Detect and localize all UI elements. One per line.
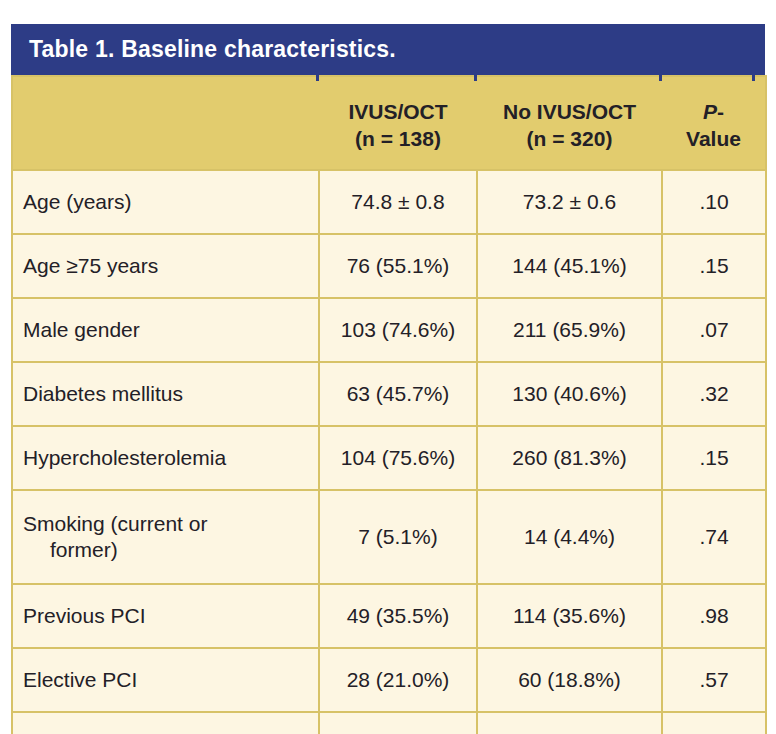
row-label: Age ≥75 years [12,234,319,298]
no-ivus-value: 211 (65.9%) [477,298,662,362]
no-ivus-value: 14 (4.4%) [477,490,662,584]
no-ivus-value: 51.4 ± 0.7 [477,712,662,734]
p-value-dash: - [717,100,724,123]
table-row: Ejection fraction (%) 53.0 ± 0.8 51.4 ± … [12,712,766,734]
table-row: Male gender 103 (74.6%) 211 (65.9%) .07 [12,298,766,362]
row-label: Male gender [12,298,319,362]
table-title: Table 1. Baseline characteristics. [29,36,396,63]
header-row: IVUS/OCT (n = 138) No IVUS/OCT (n = 320)… [12,76,766,170]
ivus-value: 63 (45.7%) [319,362,477,426]
table-row: Previous PCI 49 (35.5%) 114 (35.6%) .98 [12,584,766,648]
p-value: .32 [662,362,766,426]
no-ivus-value: 144 (45.1%) [477,234,662,298]
ivus-value: 103 (74.6%) [319,298,477,362]
ivus-value: 28 (21.0%) [319,648,477,712]
column-border-tick [474,75,477,81]
p-value: .15 [662,426,766,490]
row-label: Hypercholesterolemia [12,426,319,490]
p-value: .15 [662,234,766,298]
table-row: Hypercholesterolemia 104 (75.6%) 260 (81… [12,426,766,490]
p-value: .07 [662,298,766,362]
row-label: Ejection fraction (%) [12,712,319,734]
row-label: Previous PCI [12,584,319,648]
column-border-tick [316,75,319,81]
p-value: .16 [662,712,766,734]
header-cell-pvalue: P- Value [662,76,766,170]
p-value-line2: Value [686,127,741,150]
table-row: Elective PCI 28 (21.0%) 60 (18.8%) .57 [12,648,766,712]
row-label: Age (years) [12,170,319,234]
ivus-value: 49 (35.5%) [319,584,477,648]
no-ivus-value: 260 (81.3%) [477,426,662,490]
table-row: Age (years) 74.8 ± 0.8 73.2 ± 0.6 .10 [12,170,766,234]
no-ivus-value: 73.2 ± 0.6 [477,170,662,234]
column-border-tick [752,75,755,81]
ivus-value: 53.0 ± 0.8 [319,712,477,734]
p-value: .10 [662,170,766,234]
header-cell-ivus: IVUS/OCT (n = 138) [319,76,477,170]
p-value: .74 [662,490,766,584]
ivus-value: 7 (5.1%) [319,490,477,584]
ivus-value: 74.8 ± 0.8 [319,170,477,234]
page: Table 1. Baseline characteristics. IVUS/… [0,0,776,734]
baseline-characteristics-table: Table 1. Baseline characteristics. IVUS/… [11,24,765,734]
p-value-italic-p: P [703,100,717,123]
table-title-bar: Table 1. Baseline characteristics. [11,24,765,75]
no-ivus-value: 130 (40.6%) [477,362,662,426]
row-label: Elective PCI [12,648,319,712]
header-cell-no-ivus: No IVUS/OCT (n = 320) [477,76,662,170]
table-row: Smoking (current or former) 7 (5.1%) 14 … [12,490,766,584]
column-border-tick [659,75,662,81]
ivus-value: 76 (55.1%) [319,234,477,298]
no-ivus-value: 60 (18.8%) [477,648,662,712]
p-value: .57 [662,648,766,712]
table-row: Age ≥75 years 76 (55.1%) 144 (45.1%) .15 [12,234,766,298]
ivus-value: 104 (75.6%) [319,426,477,490]
p-value: .98 [662,584,766,648]
no-ivus-value: 114 (35.6%) [477,584,662,648]
data-table: IVUS/OCT (n = 138) No IVUS/OCT (n = 320)… [11,75,767,734]
row-label: Diabetes mellitus [12,362,319,426]
header-cell-empty [12,76,319,170]
table-row: Diabetes mellitus 63 (45.7%) 130 (40.6%)… [12,362,766,426]
row-label: Smoking (current or former) [12,490,319,584]
